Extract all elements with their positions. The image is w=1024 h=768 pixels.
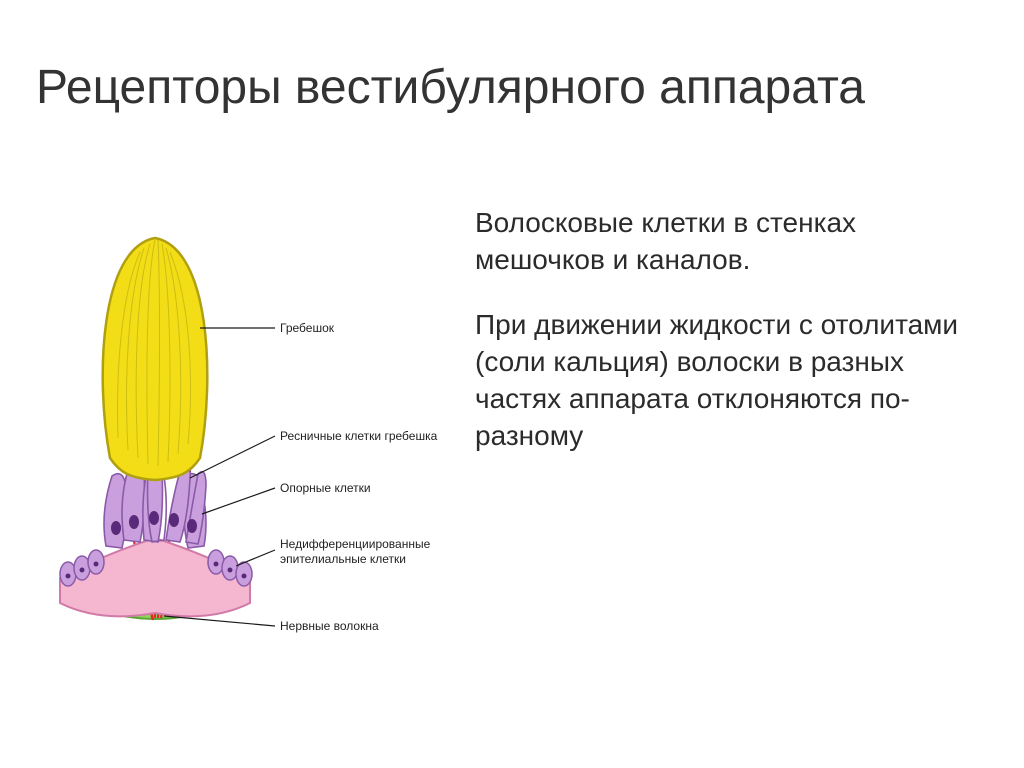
label-crest: Гребешок [280, 321, 335, 335]
label-nerve: Нервные волокна [280, 619, 379, 633]
page-title: Рецепторы вестибулярного аппарата [36, 60, 976, 115]
body-text: Волосковые клетки в стенках мешочков и к… [475, 205, 985, 483]
cupula [103, 238, 208, 480]
diagram-labels: Гребешок Ресничные клетки гребешка Опорн… [280, 321, 438, 633]
paragraph-2: При движении жидкости с отолитами (соли … [475, 307, 985, 455]
slide: Рецепторы вестибулярного аппарата Волоск… [0, 0, 1024, 768]
vestibular-diagram: Гребешок Ресничные клетки гребешка Опорн… [40, 218, 450, 668]
label-support: Опорные клетки [280, 481, 371, 495]
paragraph-1: Волосковые клетки в стенках мешочков и к… [475, 205, 985, 279]
label-undiff-1: Недифференциированные [280, 537, 431, 551]
basement-membrane [60, 538, 250, 616]
label-undiff-2: эпителиальные клетки [280, 552, 406, 566]
label-ciliated: Ресничные клетки гребешка [280, 429, 438, 443]
